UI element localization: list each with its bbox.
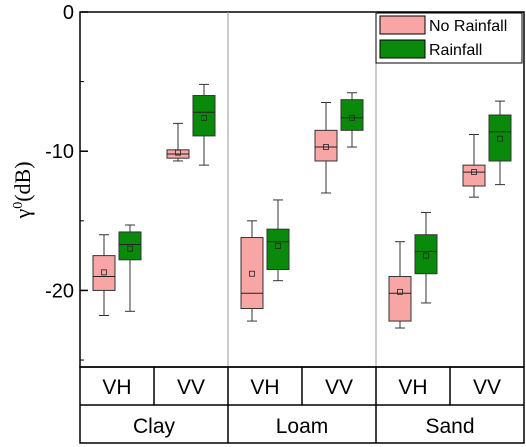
box-mean-marker — [423, 252, 429, 259]
y-tick-label: -10 — [45, 141, 74, 163]
box-body — [462, 164, 486, 187]
box-mean-marker — [249, 270, 255, 277]
box-no-rainfall-clay-vh — [92, 234, 116, 316]
box-no-rainfall-clay-vv — [166, 122, 190, 162]
legend-swatch-no-rainfall — [379, 15, 426, 35]
polarization-label: VV — [473, 376, 501, 399]
polarization-label: VH — [398, 376, 427, 399]
box-mean-marker — [323, 144, 329, 150]
legend-swatch-rainfall — [379, 39, 426, 59]
y-axis-label: γ0(dB) — [10, 161, 35, 219]
box-mean-marker — [471, 169, 477, 175]
group-label-clay: Clay — [133, 415, 176, 438]
y-tick-label: 0 — [63, 2, 74, 24]
group-label-sand: Sand — [425, 415, 474, 438]
legend-label-rainfall: Rainfall — [429, 42, 482, 59]
box-mean-marker — [127, 245, 133, 252]
box-no-rainfall-loam-vh — [240, 220, 264, 322]
box-mean-marker — [101, 269, 107, 276]
box-rainfall-clay-vh — [118, 224, 142, 312]
box-body — [192, 95, 216, 137]
polarization-label: VH — [102, 376, 131, 399]
y-tick-label: -20 — [45, 280, 74, 302]
box-body — [388, 276, 412, 322]
polarization-label: VV — [177, 376, 205, 399]
legend: No Rainfall Rainfall — [375, 12, 523, 64]
y-axis-label-superscript: 0 — [11, 202, 26, 209]
box-rainfall-sand-vv — [488, 100, 512, 186]
box-mean-marker — [175, 149, 181, 156]
group-label-loam: Loam — [276, 415, 329, 438]
box-mean-marker — [201, 114, 207, 121]
y-axis-label-unit: (dB) — [10, 161, 35, 201]
box-rainfall-loam-vh — [266, 199, 290, 282]
y-axis-label-symbol: γ — [10, 209, 35, 220]
box-mean-marker — [349, 114, 355, 121]
box-body — [314, 129, 338, 162]
box-body — [414, 234, 438, 275]
box-no-rainfall-loam-vv — [314, 101, 338, 194]
box-rainfall-sand-vh — [414, 211, 438, 304]
plot-area — [79, 11, 525, 368]
box-mean-marker — [497, 135, 503, 142]
box-rainfall-loam-vv — [340, 92, 364, 148]
box-body — [266, 228, 290, 271]
box-mean-marker — [275, 242, 281, 249]
legend-label-no-rainfall: No Rainfall — [429, 18, 507, 35]
box-mean-marker — [397, 288, 403, 295]
box-no-rainfall-sand-vh — [388, 241, 412, 329]
box-body — [488, 114, 512, 162]
polarization-label: VV — [325, 376, 353, 399]
box-body — [240, 237, 264, 310]
box-rainfall-clay-vv — [192, 83, 216, 166]
box-no-rainfall-sand-vv — [462, 134, 486, 198]
polarization-label: VH — [250, 376, 279, 399]
box-body — [92, 255, 116, 291]
